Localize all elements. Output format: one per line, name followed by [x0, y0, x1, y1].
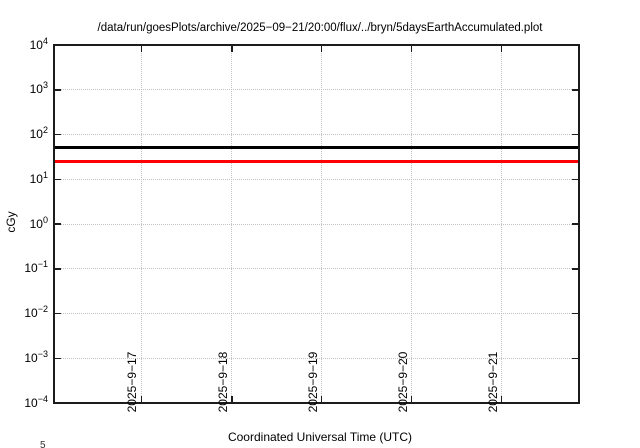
x-tick-top	[140, 46, 143, 52]
y-tick-label: 10−3	[24, 348, 48, 365]
y-tick-left	[55, 268, 61, 270]
x-tick-bottom	[231, 396, 233, 402]
clipped-label-fragment: 5	[40, 440, 46, 448]
y-tick-right	[572, 312, 578, 315]
x-gridline	[411, 46, 413, 402]
x-axis-label: Coordinated Universal Time (UTC)	[227, 430, 413, 444]
y-tick-label: 103	[29, 80, 48, 97]
x-tick-top	[500, 46, 503, 52]
chart-title: /data/run/goesPlots/archive/2025−09−21/2…	[97, 22, 543, 34]
y-tick-right	[572, 357, 578, 359]
y-gridline	[55, 313, 578, 314]
x-tick-bottom	[500, 396, 503, 402]
x-gridline	[321, 46, 323, 402]
y-tick-label: 10−1	[24, 259, 48, 276]
y-tick-left	[55, 133, 61, 136]
y-tick-label: 102	[29, 125, 48, 142]
y-axis-label: cGy	[4, 211, 18, 233]
y-tick-label: 10−2	[24, 304, 48, 321]
y-tick-right	[572, 133, 578, 136]
x-tick-top	[320, 46, 323, 52]
y-gridline	[55, 89, 578, 91]
x-tick-label: 2025−9−18	[215, 351, 230, 413]
y-tick-right	[572, 223, 578, 225]
y-tick-left	[55, 357, 61, 359]
y-tick-label: 10−4	[24, 393, 48, 410]
y-gridline	[55, 178, 578, 180]
y-tick-left	[55, 312, 61, 315]
y-tick-left	[55, 223, 61, 225]
x-tick-top	[231, 46, 233, 52]
y-gridline	[55, 357, 578, 359]
y-tick-left	[55, 89, 61, 91]
x-gridline	[140, 46, 142, 402]
y-tick-label: 101	[29, 169, 48, 186]
black-accumulated-dose-line	[55, 146, 578, 150]
x-gridline	[231, 46, 233, 402]
x-tick-bottom	[140, 396, 143, 402]
x-tick-label: 2025−9−20	[395, 351, 410, 413]
y-tick-label: 100	[29, 214, 48, 231]
x-tick-label: 2025−9−19	[305, 351, 320, 413]
x-tick-label: 2025−9−17	[125, 351, 140, 413]
y-tick-right	[572, 268, 578, 270]
y-gridline	[55, 134, 578, 135]
x-gridline	[501, 46, 503, 402]
y-tick-right	[572, 178, 578, 180]
x-tick-top	[410, 46, 413, 52]
x-tick-bottom	[320, 396, 323, 402]
y-gridline	[55, 223, 578, 225]
x-tick-label: 2025−9−21	[485, 351, 500, 413]
y-tick-left	[55, 178, 61, 180]
x-tick-bottom	[410, 396, 413, 402]
y-tick-label: 104	[29, 35, 48, 52]
plot-area	[53, 44, 580, 404]
y-tick-right	[572, 89, 578, 91]
red-accumulated-dose-line	[55, 159, 578, 163]
y-gridline	[55, 268, 578, 270]
